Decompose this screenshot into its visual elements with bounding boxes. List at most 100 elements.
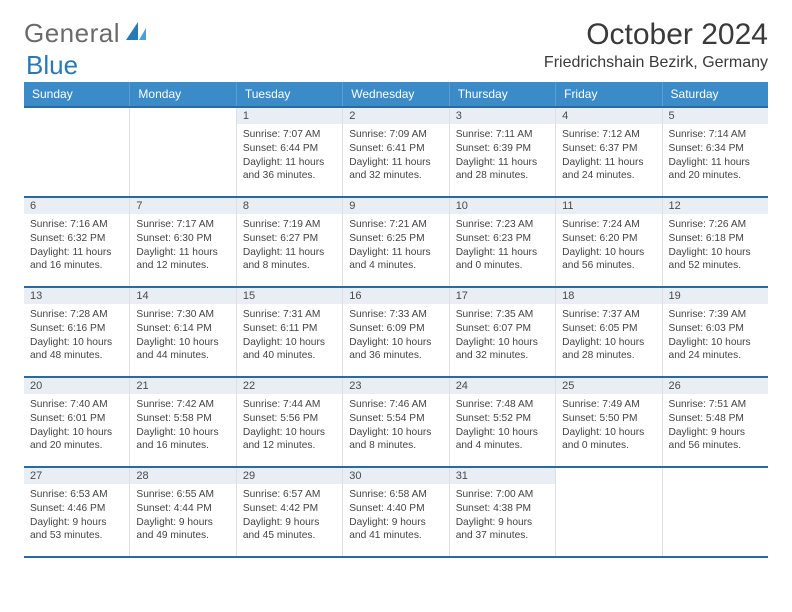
sunrise-text: Sunrise: 7:12 AM: [562, 128, 655, 142]
day-number: 18: [556, 288, 661, 304]
day-details: Sunrise: 6:53 AMSunset: 4:46 PMDaylight:…: [24, 484, 129, 547]
sunset-text: Sunset: 6:01 PM: [30, 412, 123, 426]
daylight-text: Daylight: 9 hours: [136, 516, 229, 530]
daylight-text: and 36 minutes.: [243, 169, 336, 183]
calendar-cell: 19Sunrise: 7:39 AMSunset: 6:03 PMDayligh…: [663, 288, 768, 376]
calendar-row: 6Sunrise: 7:16 AMSunset: 6:32 PMDaylight…: [24, 198, 768, 288]
day-details: Sunrise: 7:51 AMSunset: 5:48 PMDaylight:…: [663, 394, 768, 457]
sunrise-text: Sunrise: 7:14 AM: [669, 128, 762, 142]
daylight-text: Daylight: 11 hours: [136, 246, 229, 260]
sunset-text: Sunset: 4:38 PM: [456, 502, 549, 516]
day-number: 6: [24, 198, 129, 214]
day-details: Sunrise: 7:33 AMSunset: 6:09 PMDaylight:…: [343, 304, 448, 367]
day-details: Sunrise: 7:09 AMSunset: 6:41 PMDaylight:…: [343, 124, 448, 187]
daylight-text: Daylight: 10 hours: [669, 336, 762, 350]
calendar-cell: 22Sunrise: 7:44 AMSunset: 5:56 PMDayligh…: [237, 378, 343, 466]
daylight-text: and 56 minutes.: [669, 439, 762, 453]
sunset-text: Sunset: 6:18 PM: [669, 232, 762, 246]
day-details: Sunrise: 7:48 AMSunset: 5:52 PMDaylight:…: [450, 394, 555, 457]
daylight-text: Daylight: 9 hours: [243, 516, 336, 530]
daylight-text: Daylight: 11 hours: [243, 246, 336, 260]
calendar-cell: 4Sunrise: 7:12 AMSunset: 6:37 PMDaylight…: [556, 108, 662, 196]
sunrise-text: Sunrise: 7:07 AM: [243, 128, 336, 142]
sunset-text: Sunset: 6:09 PM: [349, 322, 442, 336]
day-number: 24: [450, 378, 555, 394]
daylight-text: Daylight: 11 hours: [562, 156, 655, 170]
month-title: October 2024: [544, 18, 768, 52]
sunrise-text: Sunrise: 6:55 AM: [136, 488, 229, 502]
daylight-text: and 4 minutes.: [349, 259, 442, 273]
sunrise-text: Sunrise: 7:31 AM: [243, 308, 336, 322]
daylight-text: and 41 minutes.: [349, 529, 442, 543]
day-number: 30: [343, 468, 448, 484]
sunset-text: Sunset: 6:16 PM: [30, 322, 123, 336]
daylight-text: and 20 minutes.: [669, 169, 762, 183]
day-number: 21: [130, 378, 235, 394]
daylight-text: Daylight: 11 hours: [243, 156, 336, 170]
sunset-text: Sunset: 6:07 PM: [456, 322, 549, 336]
daylight-text: Daylight: 11 hours: [349, 246, 442, 260]
daylight-text: Daylight: 11 hours: [456, 156, 549, 170]
day-number: 7: [130, 198, 235, 214]
day-details: Sunrise: 7:12 AMSunset: 6:37 PMDaylight:…: [556, 124, 661, 187]
daylight-text: Daylight: 11 hours: [669, 156, 762, 170]
sunrise-text: Sunrise: 7:40 AM: [30, 398, 123, 412]
day-number: 17: [450, 288, 555, 304]
daylight-text: and 37 minutes.: [456, 529, 549, 543]
sunrise-text: Sunrise: 7:24 AM: [562, 218, 655, 232]
sunrise-text: Sunrise: 7:16 AM: [30, 218, 123, 232]
daylight-text: Daylight: 10 hours: [30, 336, 123, 350]
daylight-text: Daylight: 10 hours: [562, 336, 655, 350]
day-number: 28: [130, 468, 235, 484]
sunrise-text: Sunrise: 7:44 AM: [243, 398, 336, 412]
daylight-text: and 16 minutes.: [30, 259, 123, 273]
day-details: Sunrise: 7:17 AMSunset: 6:30 PMDaylight:…: [130, 214, 235, 277]
daylight-text: and 52 minutes.: [669, 259, 762, 273]
day-details: Sunrise: 7:46 AMSunset: 5:54 PMDaylight:…: [343, 394, 448, 457]
sunrise-text: Sunrise: 6:53 AM: [30, 488, 123, 502]
title-block: October 2024 Friedrichshain Bezirk, Germ…: [544, 18, 768, 72]
day-header-thursday: Thursday: [450, 82, 556, 106]
calendar-cell: 23Sunrise: 7:46 AMSunset: 5:54 PMDayligh…: [343, 378, 449, 466]
calendar-cell: 30Sunrise: 6:58 AMSunset: 4:40 PMDayligh…: [343, 468, 449, 556]
day-details: Sunrise: 7:19 AMSunset: 6:27 PMDaylight:…: [237, 214, 342, 277]
sunrise-text: Sunrise: 7:00 AM: [456, 488, 549, 502]
calendar-cell: 12Sunrise: 7:26 AMSunset: 6:18 PMDayligh…: [663, 198, 768, 286]
calendar-cell: 17Sunrise: 7:35 AMSunset: 6:07 PMDayligh…: [450, 288, 556, 376]
day-number: 19: [663, 288, 768, 304]
calendar-cell: 21Sunrise: 7:42 AMSunset: 5:58 PMDayligh…: [130, 378, 236, 466]
day-number: 2: [343, 108, 448, 124]
daylight-text: and 28 minutes.: [456, 169, 549, 183]
sunset-text: Sunset: 6:03 PM: [669, 322, 762, 336]
daylight-text: and 28 minutes.: [562, 349, 655, 363]
day-header-monday: Monday: [130, 82, 236, 106]
day-details: Sunrise: 7:35 AMSunset: 6:07 PMDaylight:…: [450, 304, 555, 367]
day-number: 5: [663, 108, 768, 124]
daylight-text: Daylight: 9 hours: [669, 426, 762, 440]
sunrise-text: Sunrise: 7:33 AM: [349, 308, 442, 322]
calendar-row: 1Sunrise: 7:07 AMSunset: 6:44 PMDaylight…: [24, 108, 768, 198]
day-details: Sunrise: 7:37 AMSunset: 6:05 PMDaylight:…: [556, 304, 661, 367]
day-details: Sunrise: 7:11 AMSunset: 6:39 PMDaylight:…: [450, 124, 555, 187]
day-details: Sunrise: 7:40 AMSunset: 6:01 PMDaylight:…: [24, 394, 129, 457]
sunset-text: Sunset: 5:54 PM: [349, 412, 442, 426]
sunrise-text: Sunrise: 7:17 AM: [136, 218, 229, 232]
daylight-text: and 53 minutes.: [30, 529, 123, 543]
calendar-cell-empty: [556, 468, 662, 556]
day-number: 23: [343, 378, 448, 394]
calendar-cell: 25Sunrise: 7:49 AMSunset: 5:50 PMDayligh…: [556, 378, 662, 466]
daylight-text: Daylight: 10 hours: [562, 246, 655, 260]
daylight-text: and 48 minutes.: [30, 349, 123, 363]
calendar-cell: 26Sunrise: 7:51 AMSunset: 5:48 PMDayligh…: [663, 378, 768, 466]
sunset-text: Sunset: 6:30 PM: [136, 232, 229, 246]
day-number: 9: [343, 198, 448, 214]
day-number: 20: [24, 378, 129, 394]
sunrise-text: Sunrise: 7:46 AM: [349, 398, 442, 412]
sunset-text: Sunset: 5:56 PM: [243, 412, 336, 426]
day-number: 4: [556, 108, 661, 124]
daylight-text: and 24 minutes.: [562, 169, 655, 183]
calendar-cell: 8Sunrise: 7:19 AMSunset: 6:27 PMDaylight…: [237, 198, 343, 286]
day-header-friday: Friday: [556, 82, 662, 106]
day-number: 8: [237, 198, 342, 214]
day-details: Sunrise: 7:30 AMSunset: 6:14 PMDaylight:…: [130, 304, 235, 367]
